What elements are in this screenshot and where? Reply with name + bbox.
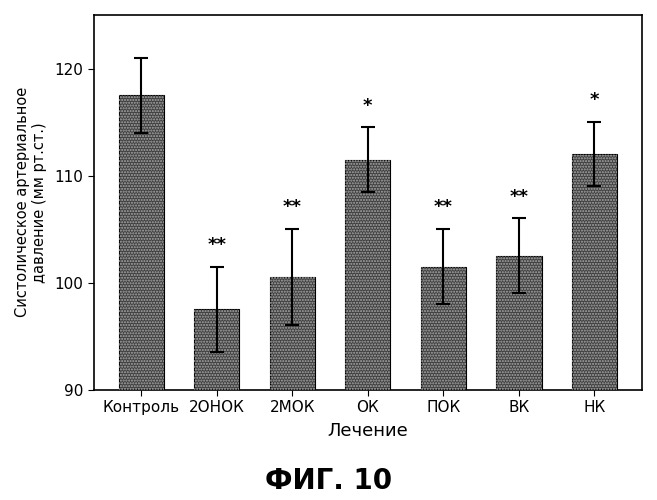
Bar: [572, 154, 617, 390]
Text: **: **: [207, 236, 226, 254]
Bar: [496, 256, 541, 390]
Bar: [496, 256, 541, 390]
Bar: [118, 96, 164, 390]
X-axis label: Лечение: Лечение: [327, 422, 408, 440]
Bar: [572, 154, 617, 390]
Y-axis label: Систолическое артериальное
давление (мм рт.ст.): Систолическое артериальное давление (мм …: [15, 87, 47, 318]
Bar: [420, 266, 466, 390]
Text: **: **: [509, 188, 528, 206]
Bar: [420, 266, 466, 390]
Bar: [194, 310, 239, 390]
Bar: [269, 277, 315, 390]
Text: *: *: [590, 91, 599, 109]
Text: ФИГ. 10: ФИГ. 10: [265, 467, 392, 495]
Bar: [118, 96, 164, 390]
Bar: [345, 160, 390, 390]
Text: **: **: [283, 198, 302, 216]
Text: *: *: [363, 96, 373, 114]
Bar: [345, 160, 390, 390]
Text: **: **: [434, 198, 453, 216]
Bar: [194, 310, 239, 390]
Bar: [269, 277, 315, 390]
